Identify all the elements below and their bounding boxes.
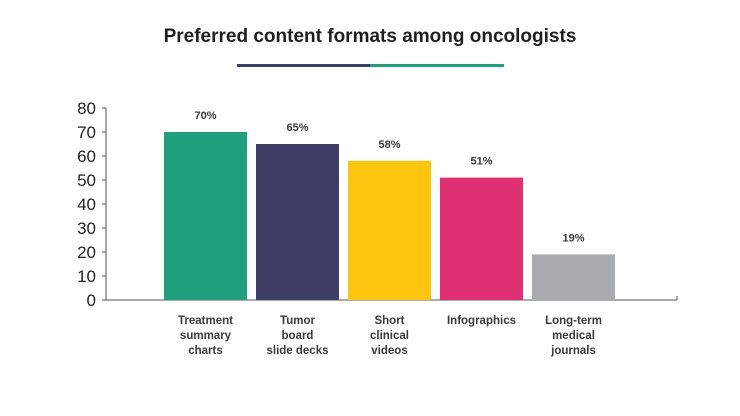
category-label-line: charts (188, 345, 223, 357)
data-label: 19% (562, 232, 584, 244)
bar (164, 132, 247, 300)
category-label: Treatment summary charts (178, 315, 233, 357)
category-label-line: journals (550, 345, 596, 357)
category-labels: Treatment summary charts Tumor board slide de… (178, 315, 602, 357)
chart-title: Preferred content formats among oncologi… (163, 26, 577, 47)
category-label-line: slide decks (266, 345, 328, 357)
category-label-line: medical (552, 330, 595, 342)
category-label-line: Infographics (447, 315, 516, 327)
bar (348, 160, 431, 300)
data-label: 58% (378, 139, 400, 151)
category-label-line: Long-term (545, 315, 602, 327)
category-label-line: clinical (370, 330, 409, 342)
y-tick-label: 80 (77, 99, 96, 118)
category-label-line: videos (371, 345, 407, 357)
y-tick-label: 60 (77, 147, 96, 166)
data-label: 70% (194, 110, 216, 122)
data-labels: 70% 65% 58% 51% 19% (194, 110, 584, 244)
bar (532, 254, 615, 300)
y-tick-label: 10 (77, 267, 96, 286)
y-tick-label: 0 (87, 291, 96, 310)
category-label-line: Treatment (178, 315, 233, 327)
bars (164, 132, 615, 300)
title-underline (237, 64, 504, 67)
category-label: Tumor board slide decks (266, 315, 328, 357)
category-label-line: Short (374, 315, 404, 327)
y-tick-label: 70 (77, 123, 96, 142)
category-label-line: board (282, 330, 314, 342)
bar (256, 144, 339, 300)
category-label: Infographics (447, 315, 516, 327)
bar (440, 177, 523, 300)
y-tick-label: 40 (77, 195, 96, 214)
category-label-line: summary (180, 330, 232, 342)
y-tick-label: 50 (77, 171, 96, 190)
data-label: 65% (286, 122, 308, 134)
y-tick-label: 30 (77, 219, 96, 238)
category-label: Short clinical videos (370, 315, 409, 357)
y-axis: 0 10 20 30 40 50 60 70 80 (77, 99, 107, 310)
title-underline-left (237, 64, 370, 67)
category-label: Long-term medical journals (545, 315, 602, 357)
y-tick-label: 20 (77, 243, 96, 262)
title-underline-right (370, 64, 504, 67)
category-label-line: Tumor (280, 315, 315, 327)
data-label: 51% (470, 156, 492, 168)
